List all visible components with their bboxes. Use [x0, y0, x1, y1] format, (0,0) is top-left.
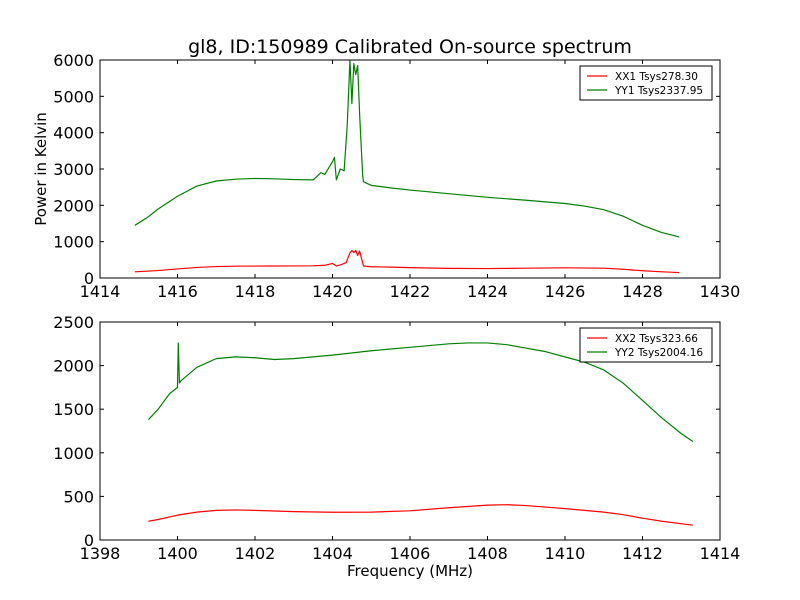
legend-entry: XX2 Tsys323.66 [615, 333, 698, 345]
x-tick-label: 1408 [467, 544, 508, 563]
x-tick-label: 1406 [390, 544, 431, 563]
legend: XX2 Tsys323.66 YY2 Tsys2004.16 [579, 327, 713, 363]
x-tick-label: 1402 [235, 544, 276, 563]
x-tick-label: 1426 [545, 282, 586, 301]
series-line-xx [134, 249, 680, 274]
legend: XX1 Tsys278.30 YY1 Tsys2337.95 [579, 65, 713, 101]
x-tick-label: 1404 [312, 544, 353, 563]
x-tick-label: 1412 [622, 544, 663, 563]
x-tick-label: 1400 [157, 544, 198, 563]
legend-box [579, 65, 713, 101]
series-line-yy [134, 60, 680, 238]
y-tick-label: 0 [84, 531, 94, 550]
y-tick-label: 5000 [53, 87, 94, 106]
series-line-yy [147, 342, 694, 442]
chart-title: gl8, ID:150989 Calibrated On-source spec… [188, 36, 632, 58]
y-tick-label: 1000 [53, 233, 94, 252]
x-tick-label: 1424 [467, 282, 508, 301]
x-tick-label: 1414 [80, 282, 121, 301]
top-subplot: 1414 1416 1418 1420 1422 1424 1426 1428 1430 0 100… [53, 51, 740, 301]
y-tick-label: 2500 [53, 313, 94, 332]
legend-entry: YY2 Tsys2004.16 [614, 347, 703, 359]
y-tick-label: 2000 [53, 357, 94, 376]
y-tick-label: 1500 [53, 400, 94, 419]
x-tick-label: 1416 [157, 282, 198, 301]
y-tick-label: 2000 [53, 196, 94, 215]
series-line-xx [148, 504, 693, 526]
legend-box [579, 327, 713, 363]
y-tick-label: 4000 [53, 124, 94, 143]
y-tick-label: 500 [63, 487, 94, 506]
x-tick-label: 1420 [312, 282, 353, 301]
x-tick-label: 1428 [622, 282, 663, 301]
bottom-subplot: 1398 1400 1402 1404 1406 1408 1410 1412 1414 0 500… [53, 313, 740, 563]
y-tick-label: 1000 [53, 444, 94, 463]
x-tick-label: 1418 [235, 282, 276, 301]
y-tick-label: 3000 [53, 160, 94, 179]
x-tick-label: 1422 [390, 282, 431, 301]
x-tick-label: 1410 [545, 544, 586, 563]
x-axis-label: Frequency (MHz) [347, 562, 473, 580]
y-axis-label: Power in Kelvin [32, 112, 50, 226]
legend-entry: XX1 Tsys278.30 [615, 71, 698, 83]
legend-entry: YY1 Tsys2337.95 [614, 85, 703, 97]
y-tick-label: 6000 [53, 51, 94, 70]
x-tick-label: 1414 [700, 544, 741, 563]
x-tick-label: 1398 [80, 544, 121, 563]
y-tick-label: 0 [84, 269, 94, 288]
x-tick-label: 1430 [700, 282, 741, 301]
